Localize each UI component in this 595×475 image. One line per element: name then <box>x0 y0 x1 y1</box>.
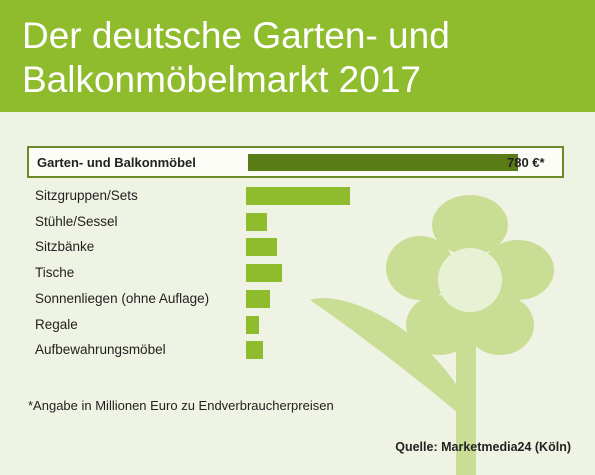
category-bar <box>246 264 282 282</box>
category-label: Sonnenliegen (ohne Auflage) <box>35 291 210 306</box>
flower-petal <box>386 236 454 300</box>
category-label: Stühle/Sessel <box>35 214 118 229</box>
category-label: Sitzbänke <box>35 239 95 254</box>
category-bar <box>246 238 277 256</box>
category-bar <box>246 341 263 359</box>
category-label: Sitzgruppen/Sets <box>35 188 138 203</box>
flower-petal <box>466 295 534 355</box>
footnote: *Angabe in Millionen Euro zu Endverbrauc… <box>28 398 334 413</box>
total-row: Garten- und Balkonmöbel 780 €* <box>27 146 564 178</box>
total-bar <box>248 154 518 171</box>
flower-petal <box>406 295 474 355</box>
flower-leaf <box>310 298 466 420</box>
source-label: Quelle: Marketmedia24 (Köln) <box>395 440 571 454</box>
flower-petal <box>432 195 508 255</box>
category-bar <box>246 316 259 334</box>
chart-title: Der deutsche Garten- und Balkonmöbelmark… <box>22 15 450 100</box>
category-bar <box>246 290 270 308</box>
category-label: Regale <box>35 317 78 332</box>
category-bar <box>246 213 267 231</box>
flower-center <box>438 248 502 312</box>
category-label: Tische <box>35 265 75 280</box>
header-banner: Der deutsche Garten- und Balkonmöbelmark… <box>0 0 595 112</box>
total-label: Garten- und Balkonmöbel <box>37 155 196 170</box>
category-bar <box>246 187 350 205</box>
category-label: Aufbewahrungsmöbel <box>35 342 166 357</box>
total-value-label: 780 €* <box>507 155 545 170</box>
